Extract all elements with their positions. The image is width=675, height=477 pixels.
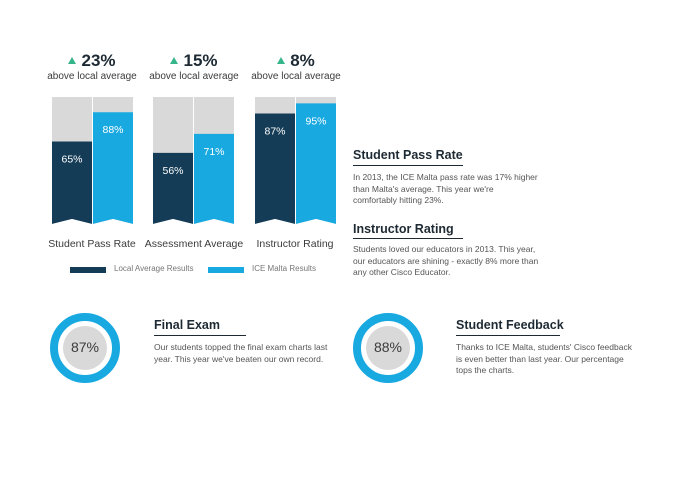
donut-center — [63, 326, 107, 370]
stat-pass-rate: 23% above local average — [42, 52, 142, 84]
bar-value-label: 56% — [162, 165, 183, 177]
bar-value-label: 95% — [305, 115, 326, 127]
stat-value: 15% — [183, 51, 218, 70]
category-label: Student Pass Rate — [48, 238, 136, 250]
bar-notch — [153, 219, 193, 224]
bar-notch — [296, 219, 336, 224]
section-divider — [353, 165, 463, 166]
stat-instructor: 8% above local average — [246, 52, 346, 84]
section-divider — [456, 335, 560, 336]
bar-value-label: 65% — [61, 153, 82, 165]
student-feedback-percent: 88% — [373, 339, 403, 355]
bar-ice — [296, 103, 336, 224]
section-title-final-exam: Final Exam — [154, 318, 220, 332]
legend-swatch-local — [70, 267, 106, 273]
section-divider — [154, 335, 246, 336]
arrow-up-icon — [170, 57, 179, 64]
bar-value-label: 71% — [203, 146, 224, 158]
bar-notch — [93, 219, 133, 224]
section-title-feedback: Student Feedback — [456, 318, 564, 332]
section-title-pass-rate: Student Pass Rate — [353, 148, 463, 162]
legend-swatch-ice — [208, 267, 244, 273]
legend-label-ice: ICE Malta Results — [252, 264, 317, 273]
final-exam-donut — [50, 313, 120, 383]
bar-ice — [93, 112, 133, 224]
section-text-feedback: Thanks to ICE Malta, students' Cisco fee… — [456, 342, 632, 375]
bar-notch — [52, 219, 92, 224]
stat-subtitle: above local average — [149, 71, 239, 82]
bar-local — [153, 152, 193, 224]
section-text-instructor: Students loved our educators in 2013. Th… — [353, 244, 539, 277]
student-feedback-donut — [353, 313, 423, 383]
bar-local — [255, 113, 295, 224]
stat-subtitle: above local average — [251, 71, 341, 82]
arrow-up-icon — [68, 57, 77, 64]
stat-value: 8% — [290, 51, 315, 70]
donut-center — [366, 326, 410, 370]
section-text-final-exam: Our students topped the final exam chart… — [154, 342, 328, 364]
final-exam-percent: 87% — [70, 339, 100, 355]
stat-subtitle: above local average — [47, 71, 137, 82]
bar-value-label: 88% — [102, 124, 123, 136]
arrow-up-icon — [277, 57, 286, 64]
bar-ice — [194, 133, 234, 224]
legend-label-local: Local Average Results — [114, 264, 194, 273]
section-divider — [353, 238, 463, 239]
category-label: Assessment Average — [144, 238, 244, 250]
bar-value-label: 87% — [264, 126, 285, 138]
bar-notch — [255, 219, 295, 224]
donut-ring — [50, 313, 120, 383]
stat-value: 23% — [81, 51, 116, 70]
bar-local — [52, 141, 92, 224]
stat-assessment: 15% above local average — [144, 52, 244, 84]
section-title-instructor: Instructor Rating — [353, 222, 454, 236]
bar-notch — [194, 219, 234, 224]
donut-ring — [353, 313, 423, 383]
section-text-pass-rate: In 2013, the ICE Malta pass rate was 17%… — [353, 172, 538, 205]
category-label: Instructor Rating — [256, 238, 334, 250]
